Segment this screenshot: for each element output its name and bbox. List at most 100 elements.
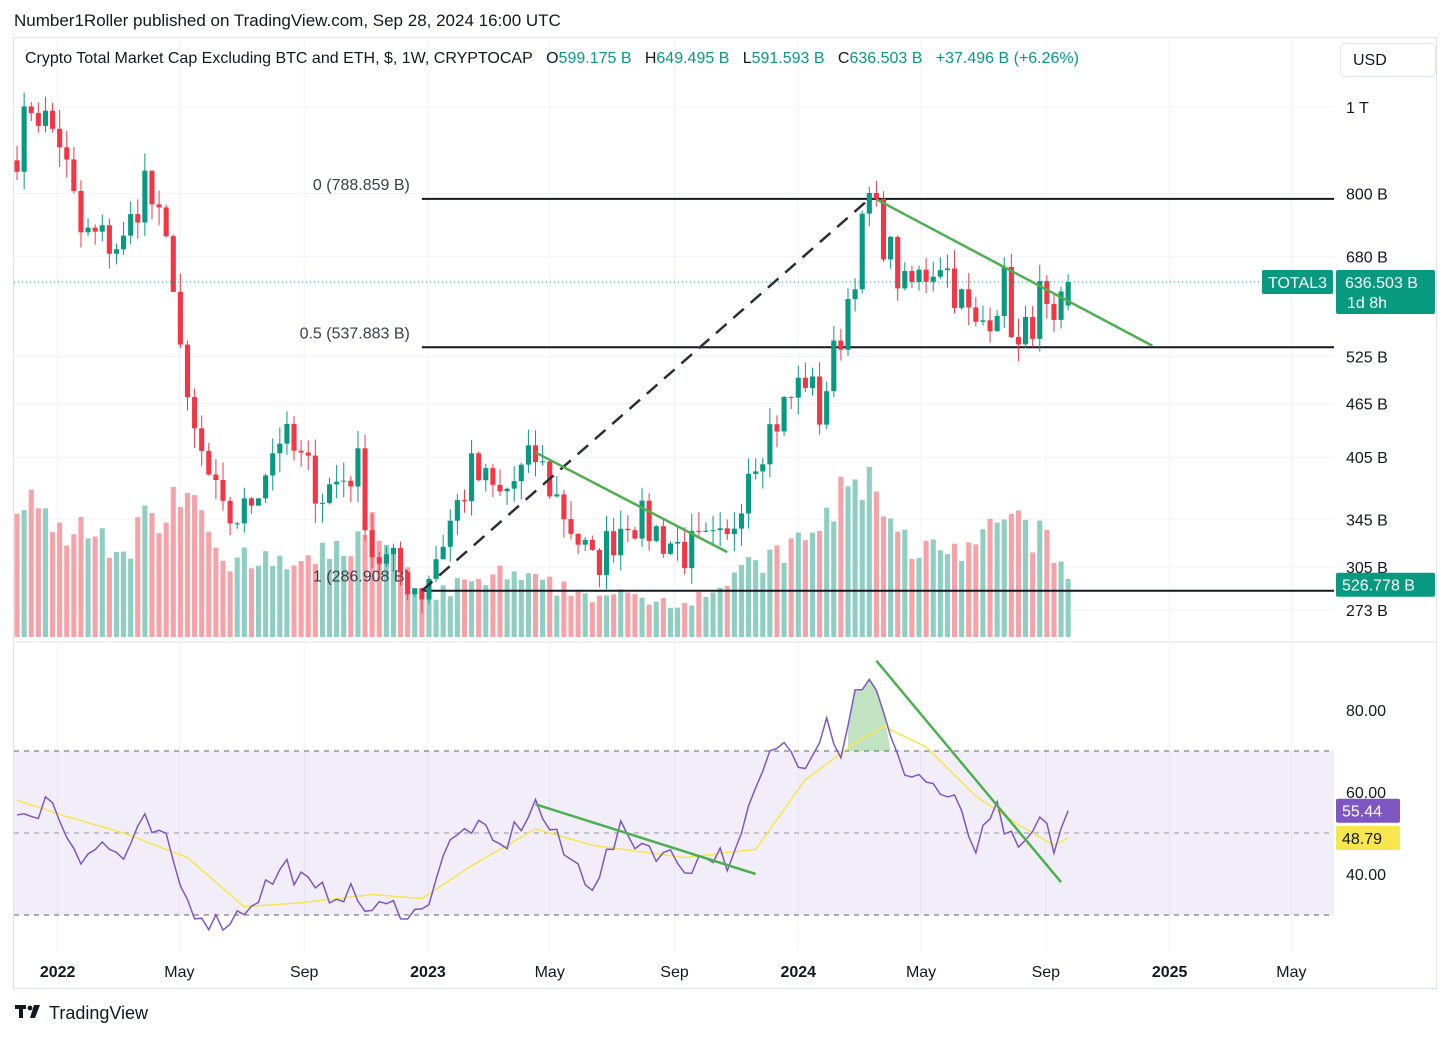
candle bbox=[348, 476, 354, 503]
candle bbox=[92, 224, 98, 245]
volume-bar bbox=[177, 507, 183, 637]
volume-bar bbox=[398, 557, 404, 637]
candle bbox=[817, 362, 823, 435]
svg-text:55.44: 55.44 bbox=[1342, 804, 1382, 821]
tradingview-brand: TradingView bbox=[49, 1003, 149, 1023]
volume-bar bbox=[156, 533, 162, 637]
currency-button[interactable]: USD bbox=[1340, 43, 1436, 77]
volume-bar bbox=[717, 587, 723, 637]
candle bbox=[42, 96, 49, 133]
rsi-line bbox=[16, 678, 1069, 932]
x-tick-label: May bbox=[164, 964, 194, 981]
candle bbox=[177, 273, 183, 349]
volume-bar bbox=[980, 529, 986, 637]
volume-bar bbox=[454, 578, 460, 637]
candle bbox=[937, 257, 943, 280]
rsi-tick-label: 60.00 bbox=[1346, 785, 1386, 802]
volume-bar bbox=[461, 579, 468, 637]
rsi-panel bbox=[14, 659, 1334, 932]
volume-bar bbox=[724, 585, 730, 637]
volume-bar bbox=[689, 605, 695, 637]
volume-bar bbox=[312, 563, 318, 637]
candle bbox=[1030, 306, 1036, 348]
volume-bar bbox=[824, 507, 830, 637]
volume-bar bbox=[646, 604, 652, 637]
candle bbox=[717, 512, 723, 547]
candle bbox=[632, 526, 638, 540]
volume-bar bbox=[121, 551, 127, 637]
candle bbox=[319, 493, 325, 523]
candle bbox=[376, 551, 382, 578]
candle bbox=[14, 145, 20, 181]
volume-bar bbox=[532, 574, 539, 637]
volume-bar bbox=[504, 579, 510, 637]
candle bbox=[99, 214, 105, 242]
candle bbox=[398, 541, 404, 586]
candle bbox=[184, 340, 191, 411]
volume-bar bbox=[561, 581, 567, 637]
volume-bar bbox=[35, 508, 41, 637]
candle bbox=[667, 541, 674, 555]
high-value: 649.495 B bbox=[656, 50, 730, 67]
x-tick-label: Sep bbox=[290, 964, 319, 981]
volume-bar bbox=[852, 479, 858, 637]
volume-bar bbox=[916, 558, 922, 637]
last-price-value: 636.503 B bbox=[1345, 275, 1418, 292]
y-tick-label: 345 B bbox=[1346, 512, 1388, 529]
candle bbox=[902, 262, 908, 291]
volume-bar bbox=[1015, 510, 1022, 637]
candle bbox=[525, 429, 531, 473]
volume-bar bbox=[326, 558, 333, 637]
volume-bar bbox=[1037, 520, 1043, 637]
candle bbox=[326, 477, 333, 505]
candle bbox=[469, 439, 475, 516]
candle bbox=[589, 535, 595, 551]
symbol-title: Crypto Total Market Cap Excluding BTC an… bbox=[25, 50, 533, 67]
fib-level-label: 0.5 (537.883 B) bbox=[300, 325, 410, 342]
candle bbox=[603, 515, 610, 590]
volume-bar bbox=[760, 572, 766, 637]
candle bbox=[362, 434, 368, 541]
volume-bar bbox=[1030, 552, 1036, 637]
y-tick-label: 465 B bbox=[1346, 397, 1388, 414]
candle bbox=[85, 218, 91, 236]
price-trendline bbox=[534, 451, 728, 554]
candle bbox=[248, 496, 254, 514]
volume-bar bbox=[696, 592, 702, 637]
volume-bar bbox=[298, 561, 304, 637]
x-tick-label: May bbox=[535, 964, 565, 981]
candle bbox=[618, 510, 624, 571]
volume-bar bbox=[930, 539, 936, 637]
high-label: H bbox=[644, 50, 657, 67]
candle bbox=[206, 442, 212, 476]
candle bbox=[980, 305, 986, 326]
volume-bar bbox=[880, 516, 887, 637]
volume-bar bbox=[135, 517, 141, 637]
x-tick-label: 2025 bbox=[1152, 964, 1188, 981]
open-label: O bbox=[546, 50, 559, 67]
x-tick-label: 2023 bbox=[410, 964, 446, 981]
candle bbox=[1051, 292, 1057, 333]
candle bbox=[426, 575, 432, 604]
volume-bar bbox=[99, 528, 105, 637]
candle bbox=[241, 487, 247, 533]
candle bbox=[1037, 264, 1043, 352]
volume-bar bbox=[348, 556, 354, 637]
volume-bar bbox=[731, 572, 737, 637]
volume-bar bbox=[305, 555, 311, 637]
candle bbox=[64, 130, 70, 178]
volume-bar bbox=[611, 594, 617, 637]
volume-bar bbox=[213, 547, 219, 637]
y-tick-label: 1 T bbox=[1346, 100, 1369, 117]
candle bbox=[674, 526, 681, 561]
candle bbox=[852, 278, 858, 312]
candle bbox=[760, 458, 766, 489]
volume-bar bbox=[994, 522, 1000, 637]
volume-bar bbox=[959, 560, 965, 637]
candle bbox=[660, 519, 666, 558]
volume-bar bbox=[603, 595, 610, 637]
volume-bar bbox=[192, 495, 198, 637]
volume-bar bbox=[589, 602, 595, 637]
candle bbox=[334, 464, 340, 499]
